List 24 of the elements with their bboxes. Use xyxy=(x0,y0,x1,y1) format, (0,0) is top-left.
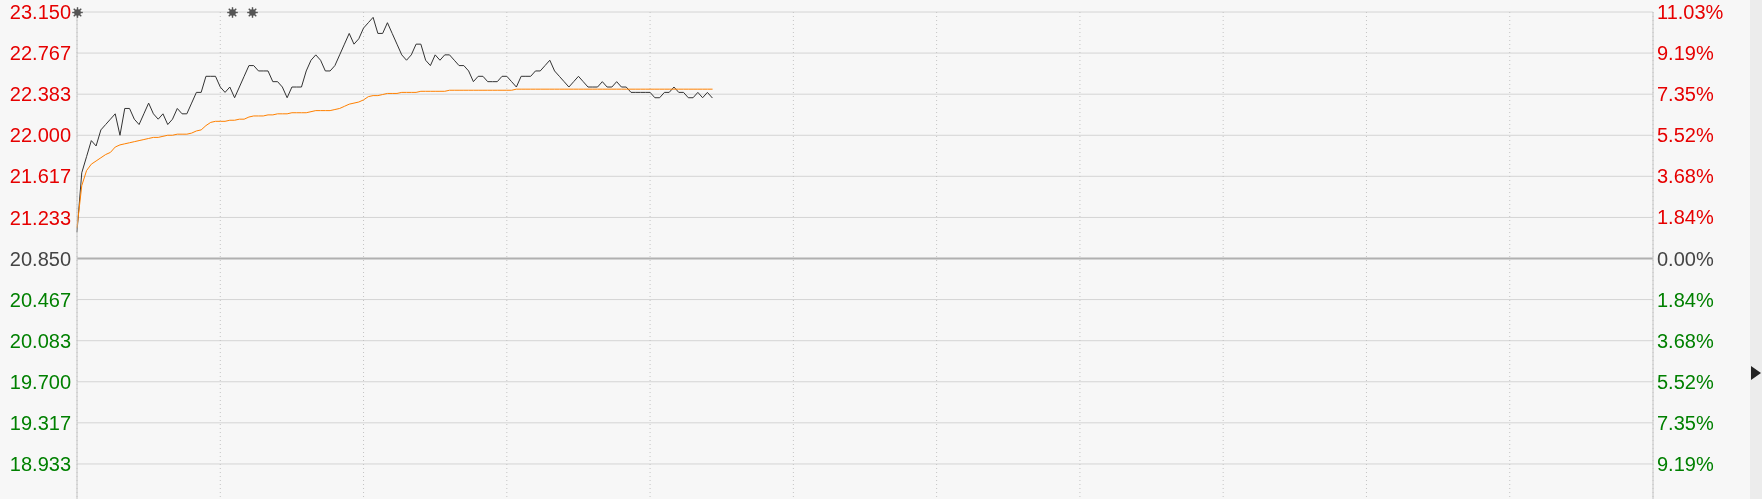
y2-tick-label: 1.84% xyxy=(1657,288,1714,311)
y2-tick-label: 9.19% xyxy=(1657,42,1714,65)
y2-tick-label: 3.68% xyxy=(1657,329,1714,352)
y-tick-label: 19.317 xyxy=(9,411,71,434)
y2-tick-label: 0.00% xyxy=(1657,247,1714,270)
y-tick-label: 18.933 xyxy=(9,453,71,476)
y2-tick-label: 9.19% xyxy=(1657,452,1714,475)
y-tick-label: 22.000 xyxy=(9,124,71,147)
y2-tick-label: 7.35% xyxy=(1657,83,1714,106)
y2-tick-label: 1.84% xyxy=(1657,206,1714,229)
y-tick-label: 22.767 xyxy=(9,42,71,65)
y2-tick-label: 3.68% xyxy=(1657,165,1714,188)
y-tick-label: 19.700 xyxy=(9,370,71,393)
y2-tick-label: 5.52% xyxy=(1657,124,1714,147)
y-tick-label: 21.233 xyxy=(9,206,71,229)
y2-tick-label: 11.03% xyxy=(1657,1,1724,24)
y-tick-label: 23.150 xyxy=(9,1,71,24)
y-tick-label: 20.467 xyxy=(9,288,71,311)
y-tick-label: 21.617 xyxy=(9,165,71,188)
y-tick-label: 20.083 xyxy=(9,329,71,352)
y-tick-label: 20.850 xyxy=(9,247,71,270)
y2-tick-label: 7.35% xyxy=(1657,411,1714,434)
y2-tick-label: 5.52% xyxy=(1657,370,1714,393)
y-tick-label: 22.383 xyxy=(9,83,71,106)
